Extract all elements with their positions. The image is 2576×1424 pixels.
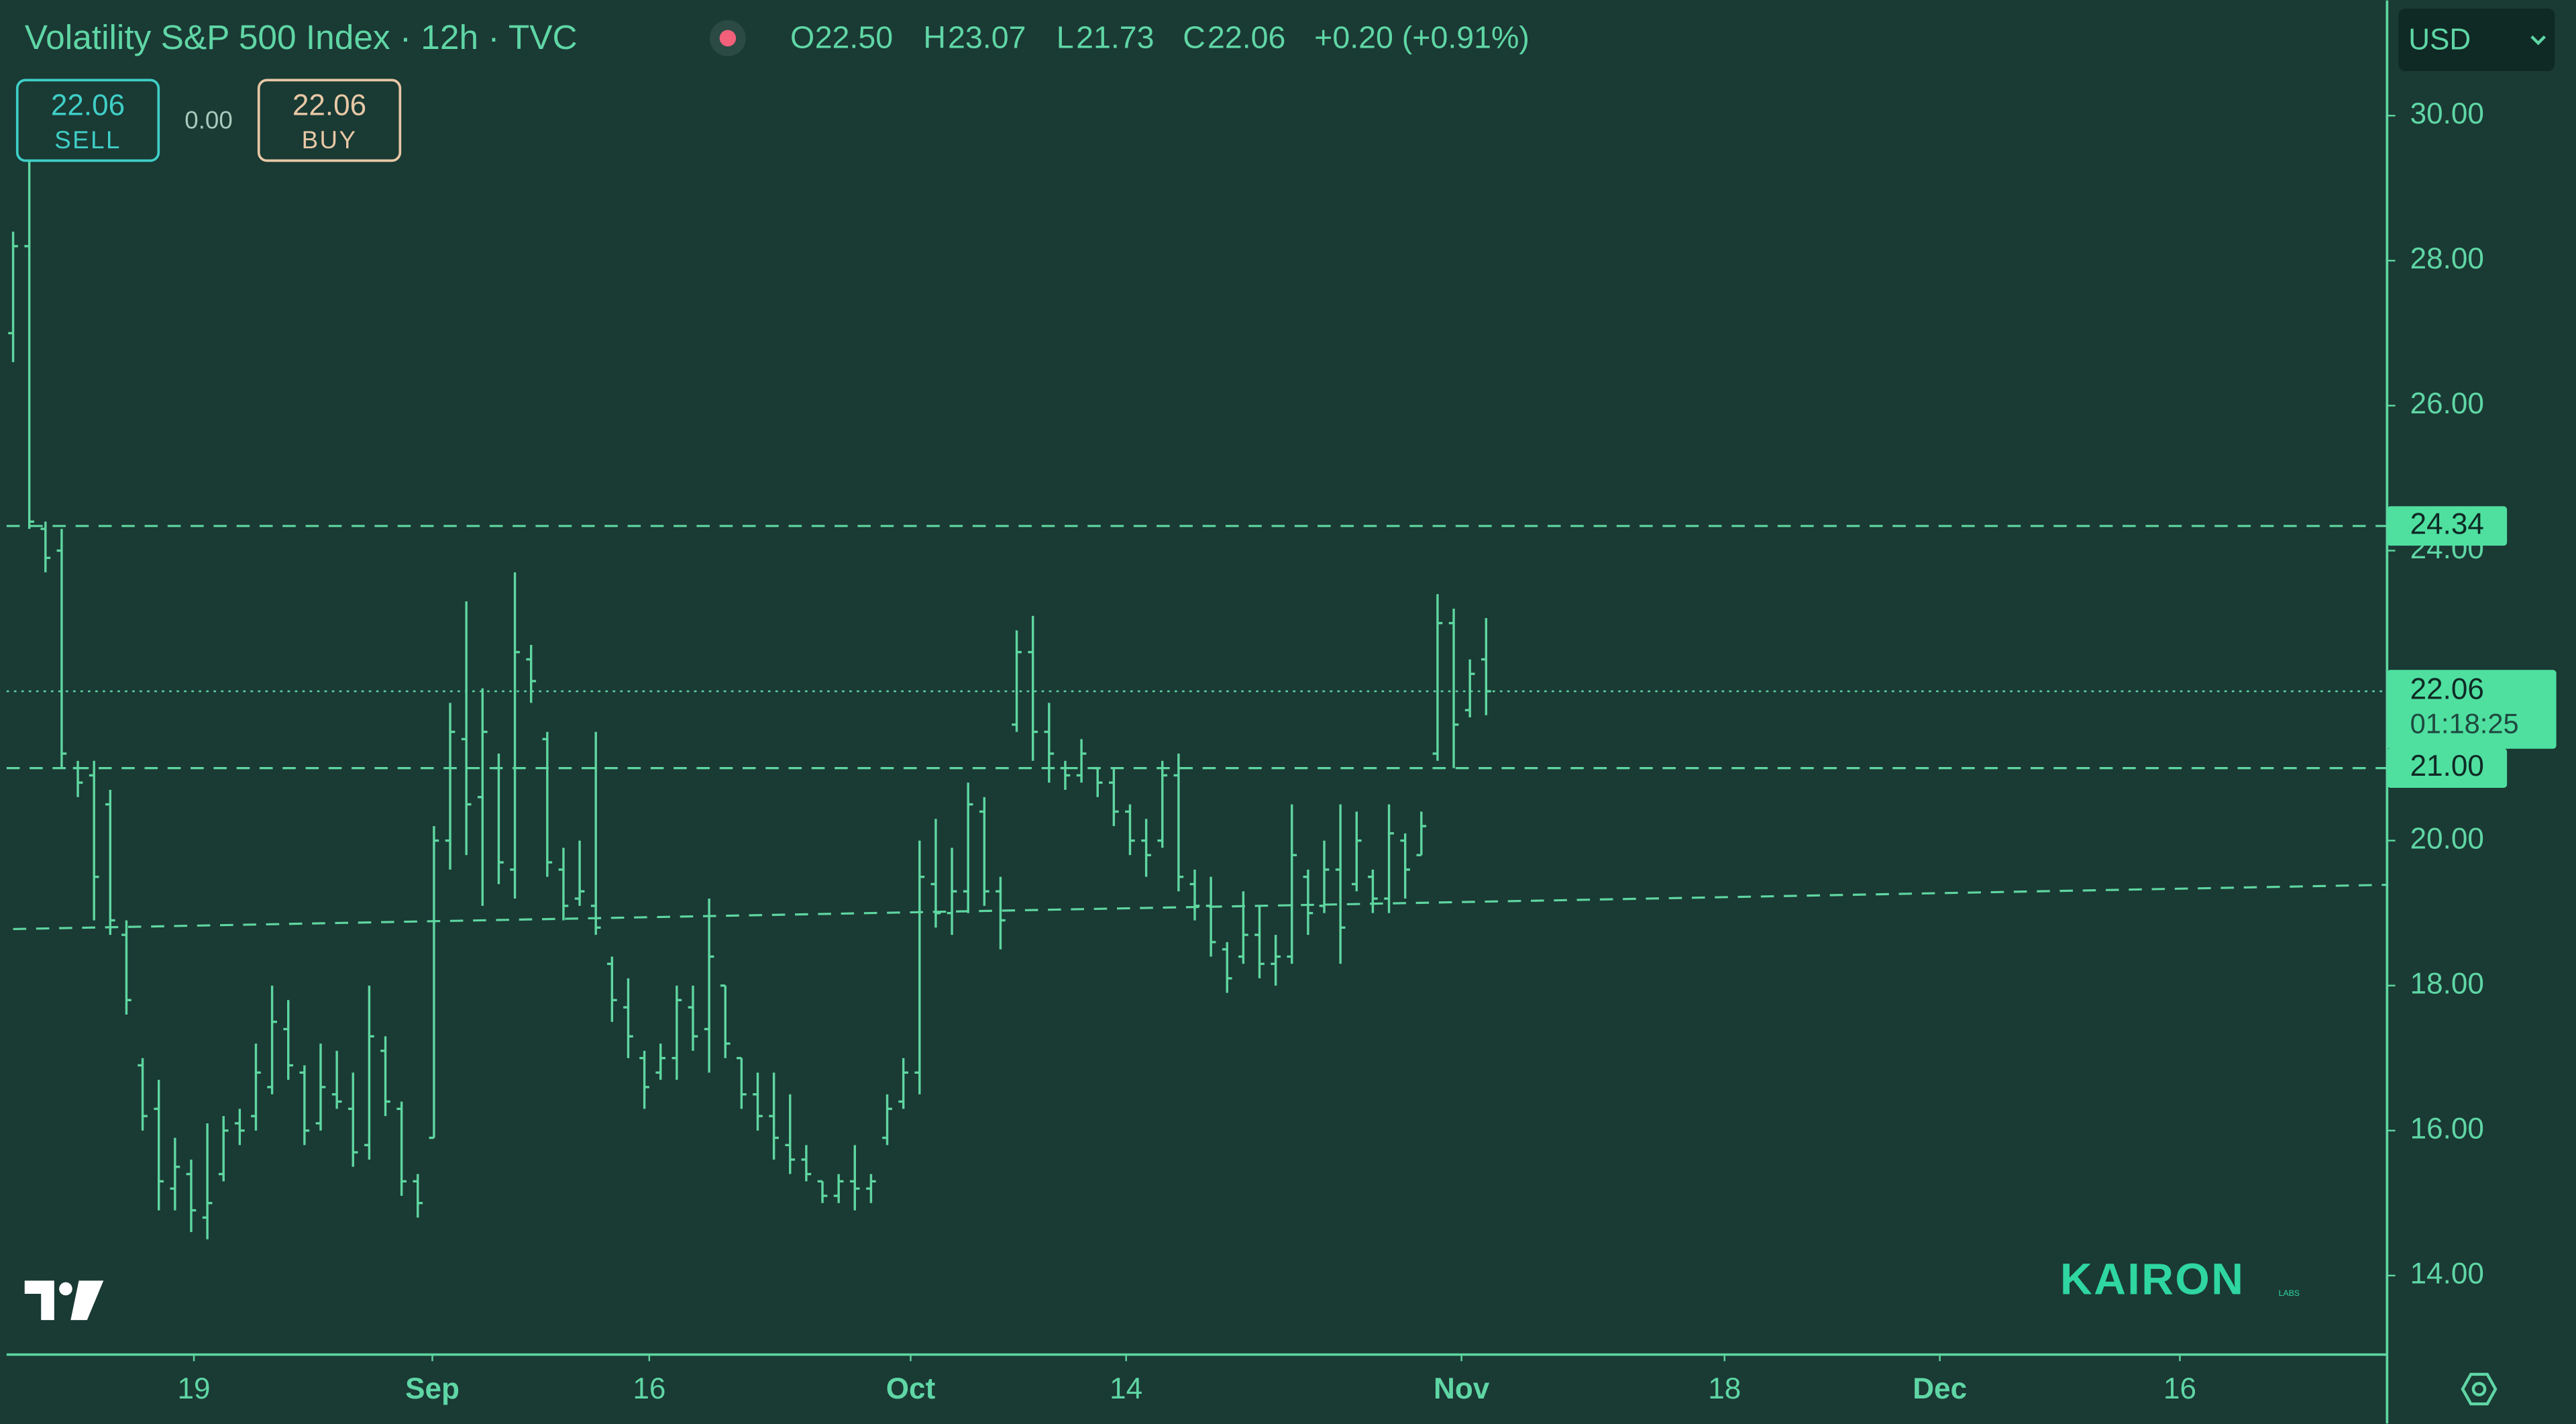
last-price-bg xyxy=(2387,670,2557,749)
chart-title: Volatility S&P 500 Index · 12h · TVC xyxy=(25,17,578,56)
level-label-bg xyxy=(2387,748,2508,788)
y-tick-label: 20.00 xyxy=(2410,822,2484,855)
currency-button[interactable] xyxy=(2398,8,2555,71)
watermark: KAIRON xyxy=(2060,1254,2245,1304)
ohlc-key: H xyxy=(923,20,946,55)
chevron xyxy=(2530,35,2546,46)
logo-part xyxy=(59,1282,72,1296)
y-tick-label: 14.00 xyxy=(2410,1257,2484,1290)
y-tick-label: 16.00 xyxy=(2410,1112,2484,1145)
level-label: 21.00 xyxy=(2410,750,2484,782)
currency: USD xyxy=(2408,23,2471,56)
level-label: 24.34 xyxy=(2410,507,2484,540)
y-tick-label: 26.00 xyxy=(2410,387,2484,420)
x-tick-label: 16 xyxy=(633,1372,665,1405)
ohlc-value: 21.73 xyxy=(1076,20,1154,55)
ohlc-value: 23.07 xyxy=(948,20,1026,55)
y-tick-label: 28.00 xyxy=(2410,242,2484,275)
gear[interactable] xyxy=(2461,1372,2498,1406)
x-tick-label: Nov xyxy=(1434,1372,1490,1405)
spread: 0.00 xyxy=(184,107,232,134)
x-tick-label: 14 xyxy=(1110,1372,1142,1405)
y-tick-label: 18.00 xyxy=(2410,967,2484,1000)
y-tick-label: 30.00 xyxy=(2410,97,2484,130)
x-tick-label: 18 xyxy=(1708,1372,1741,1405)
status-dot xyxy=(719,30,737,47)
sell-label: SELL xyxy=(54,126,121,154)
settings-icon xyxy=(2461,1372,2498,1406)
buy-label: BUY xyxy=(302,126,358,154)
sell-button[interactable] xyxy=(15,79,160,162)
countdown: 01:18:25 xyxy=(2410,708,2519,740)
x-tick-label: Oct xyxy=(886,1372,936,1405)
x-tick-label: Dec xyxy=(1913,1372,1967,1405)
ohlc-key: C xyxy=(1183,20,1205,55)
x-tick-label: 19 xyxy=(178,1372,211,1405)
change: +0.20 (+0.91%) xyxy=(1314,20,1529,55)
watermark-sub: LABS xyxy=(2279,1288,2300,1298)
last-price-label: 22.06 xyxy=(2410,673,2484,706)
buy-price: 22.06 xyxy=(292,89,366,121)
sell-price: 22.06 xyxy=(51,89,125,121)
logo-part xyxy=(24,1280,54,1321)
plot xyxy=(6,137,2387,1239)
ohlc-legend: O 22.50 H 23.07 L 21.73 C 22.06 xyxy=(790,20,1285,55)
ohlc-key: O xyxy=(790,20,814,55)
x-tick-label: 16 xyxy=(2163,1372,2196,1405)
trendline xyxy=(13,883,2387,931)
level-label-bg xyxy=(2387,506,2508,546)
ohlc-value: 22.50 xyxy=(815,20,893,55)
tv-logo xyxy=(24,1280,104,1321)
logo-part xyxy=(70,1280,104,1321)
ohlc-key: L xyxy=(1057,20,1074,55)
gear-center xyxy=(2471,1382,2487,1396)
x-tick-label: Sep xyxy=(405,1372,460,1405)
ohlc-value: 22.06 xyxy=(1208,20,1285,55)
buy-button[interactable] xyxy=(257,79,402,162)
